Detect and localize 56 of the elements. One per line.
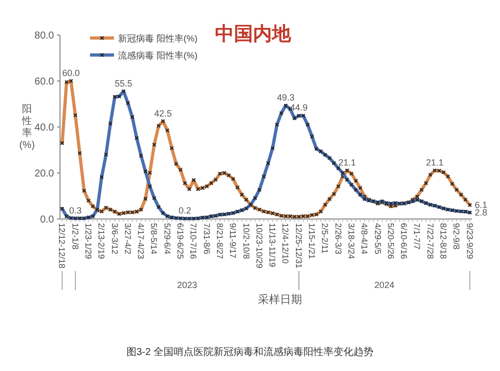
data-label: 60.0: [62, 68, 80, 78]
x-tick-label: 1/15-1/21: [307, 223, 318, 260]
data-label: 44.9: [290, 102, 308, 113]
x-tick-label: 4/29-5/5: [372, 223, 383, 254]
data-label: 21.1: [426, 157, 444, 168]
x-tick-label: 2/26-3/3: [333, 223, 344, 254]
chart-title: 中国内地: [215, 23, 292, 45]
data-label: 42.5: [154, 108, 172, 118]
x-tick-label: 12/25-12/31: [294, 223, 304, 269]
x-tick-label: 3/18-3/24: [346, 223, 356, 260]
data-label: 21.1: [338, 157, 356, 168]
x-tick-label: 6/19-6/25: [176, 223, 186, 260]
x-tick-label: 7/1-7/7: [412, 223, 422, 250]
data-label: 6.1: [474, 200, 488, 210]
y-tick-label: 80.0: [34, 30, 54, 42]
x-tick-label: 11/13-11/19: [268, 223, 278, 268]
caption: 图3-2 全国哨点医院新冠病毒和流感病毒阳性率变化趋势: [126, 346, 374, 358]
y-axis-title: 阳性率(%): [19, 104, 35, 151]
x-tick-label: 1/23-1/29: [83, 223, 94, 260]
x-tick-label: 7/10-7/16: [188, 223, 199, 260]
x-tick-label: 2/5-2/11: [320, 223, 330, 254]
x-tick-label: 5/8-5/14: [149, 223, 160, 254]
x-tick-label: 8/12-8/18: [438, 223, 449, 260]
x-tick-label: 5/29-6/4: [162, 223, 172, 254]
x-tick-label: 9/2-9/8: [452, 223, 462, 250]
x-tick-label: 2/13-2/19: [96, 223, 107, 260]
text: 2023: [177, 280, 198, 290]
x-tick-label: 12/4-12/10: [280, 223, 291, 264]
x-axis-title: 采样日期: [258, 293, 302, 306]
x-tick-label: 9/11-9/17: [228, 223, 238, 259]
x-tick-label: 4/17-4/23: [136, 223, 146, 260]
x-tick-label: 12/12-12/18: [57, 223, 68, 269]
data-label: 2.8: [474, 208, 488, 218]
x-tick-label: 6/10-6/16: [399, 223, 410, 260]
data-label: 0.2: [178, 206, 192, 216]
text: 2024: [374, 280, 394, 290]
x-tick-label: 3/6-3/12: [110, 223, 120, 254]
x-tick-label: 8/21-8/27: [214, 223, 225, 260]
y-tick-label: 60.0: [34, 76, 54, 88]
x-tick-label: 10/23-10/29: [254, 223, 264, 269]
y-tick-label: 0.0: [40, 214, 54, 226]
y-tick-label: 40.0: [34, 122, 54, 134]
legend-label: 新冠病毒 阳性率(%): [118, 34, 198, 44]
legend-label: 流感病毒 阳性率(%): [118, 50, 198, 60]
x-tick-label: 1/2-1/8: [70, 223, 80, 250]
x-tick-label: 4/8-4/14: [360, 223, 370, 254]
x-tick-label: 3/27-4/2: [122, 223, 133, 254]
data-label: 0.3: [69, 205, 82, 216]
data-label: 49.3: [276, 92, 294, 103]
x-tick-label: 7/31-8/6: [202, 223, 212, 254]
x-tick-label: 9/23-9/29: [464, 223, 475, 260]
x-tick-label: 5/20-5/26: [386, 223, 396, 260]
x-tick-label: 7/22-7/28: [425, 223, 436, 260]
data-label: 55.5: [114, 78, 132, 88]
y-tick-label: 20.0: [34, 168, 54, 180]
x-tick-label: 10/2-10/8: [241, 223, 252, 260]
